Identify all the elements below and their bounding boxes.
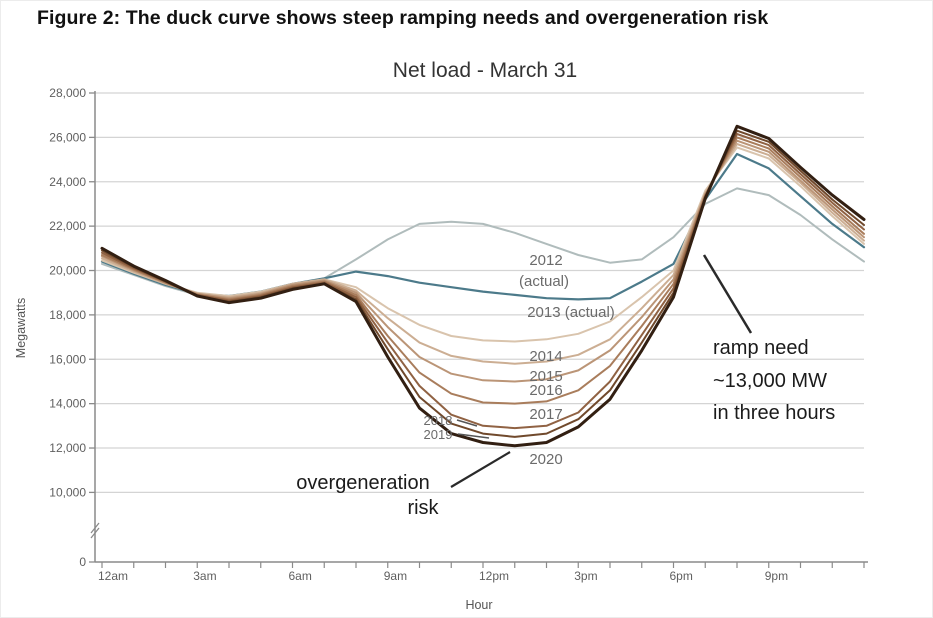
overgeneration-leader-line (450, 451, 511, 488)
y-tick-label: 18,000 (49, 308, 86, 322)
y-axis-title: Megawatts (14, 298, 28, 358)
series-line-2014 (101, 146, 865, 343)
x-tick-label: 6am (289, 569, 312, 583)
series-label-2020: 2020 (529, 451, 562, 468)
ramp-need-annotation-line3: in three hours (713, 402, 835, 424)
series-line-2017 (101, 136, 865, 405)
overgeneration-risk-annotation-line2: risk (407, 497, 439, 519)
label-2019-leader-line (457, 433, 490, 439)
y-tick-label: 16,000 (49, 352, 86, 366)
y-tick-label: 10,000 (49, 485, 86, 499)
series-layer (100, 124, 866, 448)
x-tick-label: 3am (193, 569, 216, 583)
series-line-2012 (101, 187, 865, 299)
x-tick-label: 9am (384, 569, 407, 583)
ramp-need-annotation-line1: ramp need (713, 337, 809, 359)
series-label-2017: 2017 (529, 406, 562, 423)
x-tick-label: 12am (98, 569, 128, 583)
series-label-2019: 2019 (424, 427, 453, 442)
series-label-2013: 2013 (actual) (527, 304, 615, 321)
series-line-2020 (100, 124, 866, 448)
x-tick-label: 6pm (670, 569, 693, 583)
y-tick-label: 24,000 (49, 175, 86, 189)
overgeneration-risk-annotation-line1: overgeneration (296, 472, 429, 494)
series-line-2015 (101, 143, 865, 365)
series-label-2012: 2012 (529, 252, 562, 269)
y-tick-label: 0 (79, 555, 86, 569)
axis-break-mark (90, 527, 100, 539)
x-tick-label: 12pm (479, 569, 509, 583)
series-label-2015: 2015 (529, 368, 562, 385)
y-tick-label: 14,000 (49, 397, 86, 411)
x-tick-label: 3pm (574, 569, 597, 583)
axis-break-mark (90, 522, 100, 534)
axis-layer: 28,000 26,000 24,000 22,000 20,000 18,000 16,0… (49, 86, 868, 583)
series-label-2018: 2018 (424, 413, 453, 428)
series-line-2016 (101, 139, 865, 383)
y-tick-label: 20,000 (49, 264, 86, 278)
series-line-2018 (101, 133, 865, 430)
ramp-need-annotation-line2: ~13,000 MW (713, 370, 827, 392)
ramp-need-leader-line (702, 254, 753, 334)
figure-title: Figure 2: The duck curve shows steep ram… (37, 7, 769, 29)
series-label-2016: 2016 (529, 382, 562, 399)
y-tick-label: 28,000 (49, 86, 86, 100)
series-label-2014: 2014 (529, 348, 562, 365)
x-axis-title: Hour (465, 598, 492, 612)
chart-title: Net load - March 31 (393, 59, 577, 82)
label-2018-leader-line (456, 419, 478, 427)
series-sublabel-2012: (actual) (519, 273, 569, 290)
y-tick-label: 22,000 (49, 219, 86, 233)
x-tick-label: 9pm (765, 569, 788, 583)
y-tick-label: 12,000 (49, 441, 86, 455)
y-tick-label: 26,000 (49, 130, 86, 144)
grid-layer (95, 92, 864, 494)
